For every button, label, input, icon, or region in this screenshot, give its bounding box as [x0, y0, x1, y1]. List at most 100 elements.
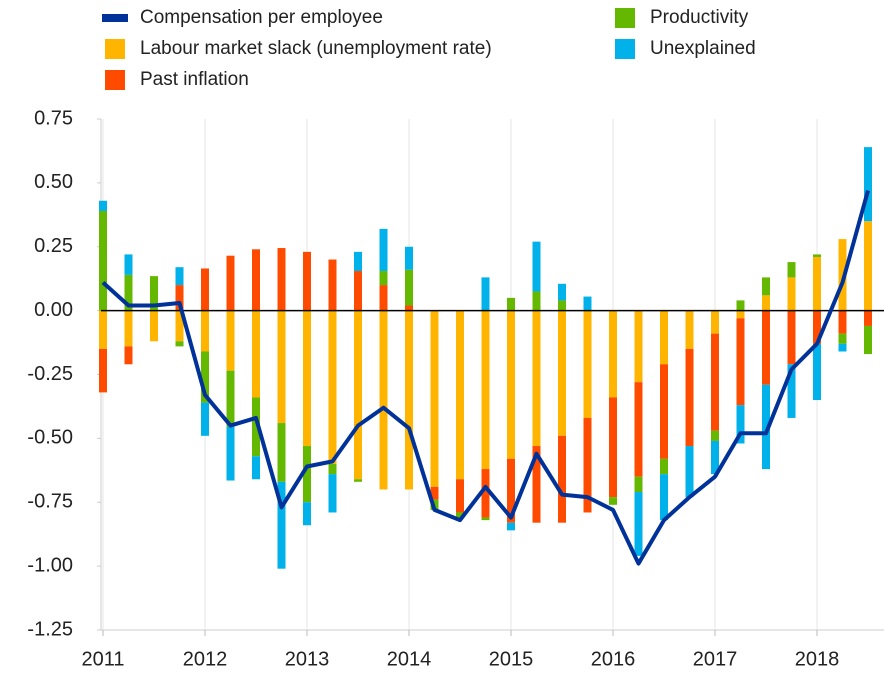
bar-segment	[456, 479, 464, 513]
x-tick-label: 2012	[183, 648, 228, 670]
bar-segment	[787, 310, 796, 365]
bar-segment	[328, 463, 337, 475]
bar-segment	[736, 300, 745, 311]
bar-segment	[711, 430, 719, 441]
bar-segment	[277, 481, 286, 569]
bar-segment	[838, 239, 847, 311]
bar-segment	[787, 364, 796, 418]
bar-segment	[175, 285, 184, 311]
bar-segment	[558, 283, 566, 301]
bar-segment	[838, 343, 847, 352]
bar-segment	[736, 318, 745, 406]
bar-segment	[736, 405, 745, 444]
bar-segment	[507, 522, 515, 531]
bar-segment	[838, 310, 847, 334]
bar-segment	[685, 348, 694, 447]
y-tick-label: -1.25	[27, 618, 73, 640]
bar-segment	[379, 310, 388, 490]
bar-segment	[813, 254, 821, 257]
bar-segment	[558, 300, 566, 311]
y-tick-label: -0.50	[27, 427, 73, 449]
bar-segment	[252, 397, 260, 457]
bar-segment	[813, 256, 821, 311]
bar-segment	[685, 310, 694, 349]
bar-segment	[660, 458, 668, 475]
bar-segment	[99, 348, 107, 393]
bar-segment	[609, 310, 617, 398]
legend-swatch	[102, 14, 128, 22]
legend-label: Unexplained	[650, 38, 756, 59]
bar-segment	[226, 426, 235, 481]
bar-segment	[99, 310, 107, 349]
bar-segment	[711, 310, 719, 334]
bar-segment	[532, 446, 541, 523]
bar-segment	[456, 310, 464, 480]
bar-segment	[252, 249, 260, 311]
bar-segment	[634, 382, 643, 477]
bar-segment	[277, 248, 286, 311]
bar-segment	[634, 476, 643, 493]
bar-segment	[838, 333, 847, 344]
bar-segment	[303, 310, 311, 447]
bar-segment	[583, 310, 592, 418]
bar-segment	[864, 325, 872, 355]
bar-segment	[226, 255, 235, 311]
bar-segment	[303, 502, 311, 526]
bar-segment	[609, 497, 617, 505]
bar-segment	[456, 512, 464, 518]
bar-segment	[328, 310, 337, 464]
legend-label: Past inflation	[140, 69, 249, 90]
bar-segment	[379, 228, 388, 272]
bar-segment	[354, 479, 362, 482]
x-tick-label: 2011	[81, 648, 124, 670]
bar-segment	[430, 486, 439, 500]
x-tick-label: 2014	[387, 648, 432, 670]
bar-segment	[532, 310, 541, 447]
bar-segment	[277, 310, 286, 424]
bar-segment	[124, 346, 133, 365]
bar-segment	[124, 310, 133, 347]
bar-segment	[150, 310, 158, 342]
bar-segment	[532, 291, 541, 311]
bar-segment	[864, 147, 872, 222]
bar-segment	[354, 310, 362, 480]
legend-swatch	[615, 8, 635, 28]
bar-segment	[379, 271, 388, 286]
legend-label: Labour market slack (unemployment rate)	[140, 38, 492, 59]
legend-label: Compensation per employee	[140, 7, 383, 28]
bar-segment	[660, 310, 668, 365]
bar-segment	[175, 267, 184, 286]
bar-segment	[201, 310, 209, 352]
bar-segment	[201, 402, 209, 436]
bar-segment	[583, 417, 592, 513]
bar-segment	[864, 221, 872, 311]
bar-segment	[736, 310, 745, 319]
bar-segment	[175, 341, 184, 347]
bar-segment	[201, 351, 209, 403]
bar-segment	[226, 370, 235, 427]
x-tick-label: 2013	[285, 648, 330, 670]
bar-segment	[507, 458, 515, 523]
x-tick-label: 2017	[693, 648, 738, 670]
bar-segment	[660, 364, 668, 459]
y-tick-label: 0.75	[34, 107, 73, 129]
bar-segment	[328, 259, 337, 311]
bar-segment	[252, 310, 260, 398]
bar-segment	[660, 474, 668, 521]
bar-segment	[634, 310, 643, 383]
y-tick-label: 0.25	[34, 235, 73, 257]
bar-segment	[787, 262, 796, 278]
bar-segment	[175, 310, 184, 342]
bar-segment	[481, 277, 490, 311]
bar-segment	[99, 210, 107, 311]
legend-label: Productivity	[650, 7, 749, 28]
legend-swatch	[105, 39, 125, 59]
legend-swatch	[615, 39, 635, 59]
bar-segment	[303, 446, 311, 503]
bar-segment	[150, 276, 158, 311]
bar-segment	[711, 440, 719, 475]
bar-segment	[762, 277, 770, 296]
bar-segment	[303, 251, 311, 311]
y-tick-label: -0.25	[27, 363, 73, 385]
